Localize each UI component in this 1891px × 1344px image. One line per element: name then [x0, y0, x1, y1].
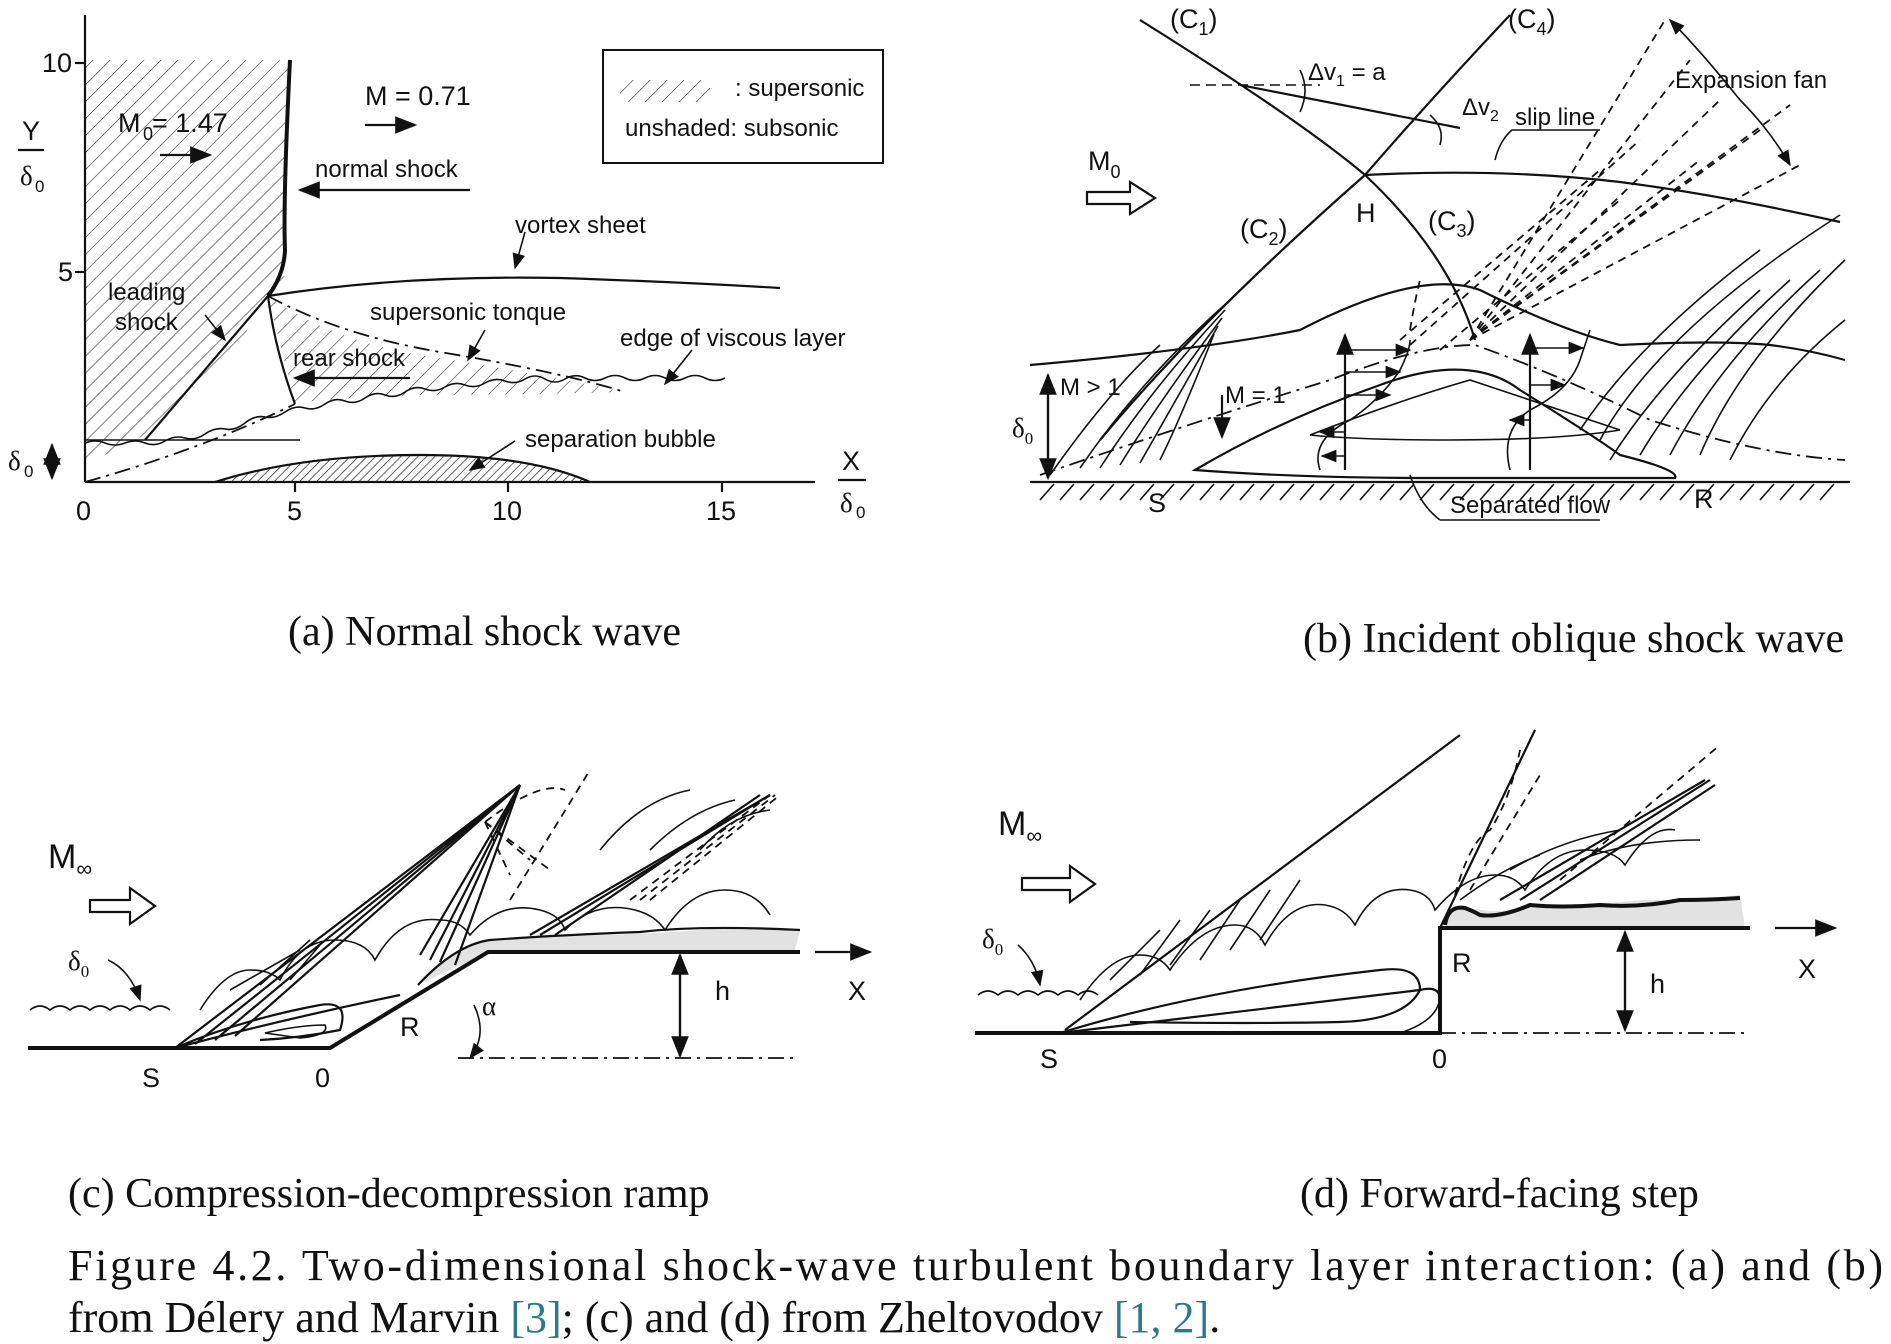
supersonic-region-upstream [85, 60, 290, 465]
mach-upstream-value: = 1.47 [152, 108, 228, 138]
delta-sub: 0 [24, 462, 33, 481]
label-mach-d: M∞ [998, 805, 1042, 848]
y-tick-5: 5 [58, 257, 73, 287]
label-delta-b: δ0 [1012, 413, 1033, 448]
label-separation-bubble: separation bubble [525, 426, 716, 453]
figure-caption: Figure 4.2. Two-dimensional shock-wave t… [68, 1241, 1883, 1342]
label-supersonic-tongue: supersonic tonque [370, 299, 566, 326]
label-c1: (C1) [1170, 4, 1218, 39]
label-point-0-d: 0 [1432, 1044, 1447, 1074]
label-alpha: α [482, 991, 496, 1021]
label-point-0-c: 0 [315, 1063, 330, 1093]
label-point-r-b: R [1694, 484, 1714, 514]
panel-c-caption: (c) Compression-decompression ramp [68, 1171, 710, 1217]
legend-subsonic: unshaded: subsonic [625, 115, 839, 142]
label-separated-flow: Separated flow [1450, 492, 1611, 519]
label-delta-d: δ0 [982, 924, 1003, 959]
panel-a-caption: (a) Normal shock wave [288, 609, 681, 655]
label-mach-b: M0 [1088, 146, 1121, 182]
label-h-d: h [1650, 969, 1665, 999]
label-delta-c: δ0 [68, 946, 89, 981]
x-axis-label-sub: 0 [856, 503, 865, 522]
x-axis-label-top: X [842, 446, 860, 476]
panel-b-caption: (b) Incident oblique shock wave [1303, 616, 1844, 662]
y-tick-10: 10 [42, 48, 72, 78]
label-point-s-c: S [142, 1063, 160, 1093]
mach-upstream: M [118, 108, 141, 138]
label-point-s-d: S [1040, 1044, 1058, 1074]
legend-supersonic: : supersonic [735, 75, 864, 102]
label-normal-shock: normal shock [315, 156, 459, 183]
x-tick-15: 15 [706, 496, 736, 526]
mach-upstream-sub: 0 [143, 124, 153, 144]
label-dv2: Δv2 [1462, 94, 1499, 125]
label-mach-c: M∞ [48, 838, 92, 881]
figure-caption-line-1: Figure 4.2. Two-dimensional shock-wave t… [68, 1241, 1883, 1290]
label-edge-viscous: edge of viscous layer [620, 325, 845, 352]
panel-d-caption: (d) Forward-facing step [1300, 1171, 1699, 1217]
mach-downstream: M = 0.71 [365, 81, 471, 111]
y-axis-label-sub: 0 [35, 177, 44, 196]
label-m-eq-1: M = 1 [1225, 382, 1286, 409]
label-slip-line: slip line [1515, 104, 1595, 131]
delta-label: δ [8, 446, 21, 476]
label-point-r-d: R [1452, 948, 1472, 978]
label-point-r-c: R [400, 1012, 420, 1042]
label-dv1: Δv1 = a [1308, 59, 1386, 90]
panel-d-step: M∞ δ0 S 0 R h X (d) Forward-facing step [975, 729, 1838, 1217]
label-x-d: X [1798, 954, 1816, 984]
label-leading-shock-2: shock [115, 309, 179, 336]
x-tick-5: 5 [287, 496, 302, 526]
label-rear-shock: rear shock [293, 345, 406, 372]
boundary-layer-fill [418, 927, 800, 985]
label-c2: (C2) [1240, 214, 1288, 249]
y-axis-label-top: Y [22, 116, 40, 146]
citation-1-2[interactable]: [1, 2] [1114, 1293, 1209, 1342]
label-point-s-b: S [1148, 488, 1166, 518]
label-x-c: X [848, 976, 866, 1006]
panel-c-ramp: M∞ δ0 S 0 R α h X (c) Compression-decomp… [28, 769, 873, 1217]
panel-b-oblique-shock: (C1) (C4) (C2) (C3) Δv1 = a Δv2 slip lin… [1012, 4, 1850, 662]
x-axis-label-bottom: δ [840, 488, 853, 518]
label-vortex-sheet: vortex sheet [515, 212, 646, 239]
citation-3[interactable]: [3] [510, 1293, 561, 1342]
figure-caption-line-2: from Délery and Marvin [3]; (c) and (d) … [68, 1293, 1220, 1342]
label-m-gt-1: M > 1 [1060, 374, 1121, 401]
x-tick-0: 0 [76, 496, 91, 526]
label-leading-shock-1: leading [108, 279, 185, 306]
panel-a-normal-shock: 10 5 0 5 10 15 Y δ 0 X δ 0 δ 0 M 0 = 1.4… [8, 15, 884, 655]
label-c4: (C4) [1508, 4, 1556, 39]
x-tick-10: 10 [492, 496, 522, 526]
label-expansion-fan: Expansion fan [1675, 67, 1827, 94]
legend-box [602, 49, 884, 164]
y-axis-label-bottom: δ [20, 161, 33, 191]
label-c3: (C3) [1428, 206, 1476, 241]
label-point-h: H [1356, 198, 1376, 228]
label-h-c: h [715, 976, 730, 1006]
